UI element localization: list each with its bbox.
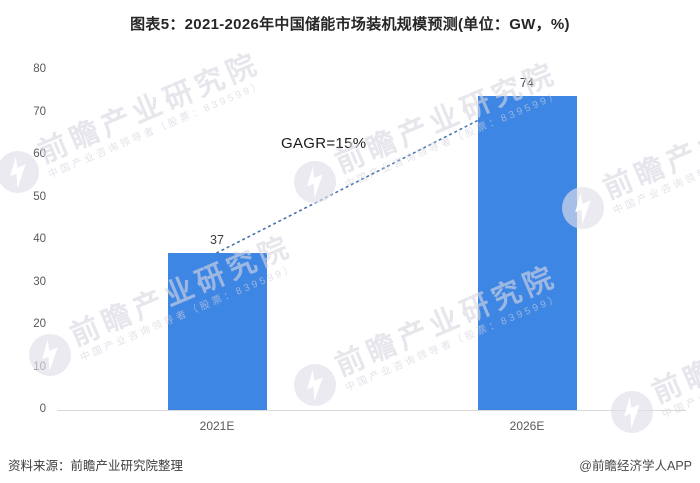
chart-title: 图表5：2021-2026年中国储能市场装机规模预测(单位：GW，%): [130, 16, 570, 33]
x-tick-label: 2026E: [509, 419, 545, 433]
y-tick-label: 30: [33, 275, 46, 288]
y-tick-label: 0: [39, 403, 46, 415]
bar-value-label: 74: [520, 75, 534, 90]
credit-note: @前瞻经济学人APP: [579, 459, 692, 473]
x-axis-line: [57, 410, 686, 411]
bar-2026E: [477, 95, 577, 410]
cagr-annotation: GAGR=15%: [281, 135, 367, 152]
y-tick-label: 70: [33, 105, 46, 118]
bar-value-label: 37: [210, 232, 224, 247]
y-tick-label: 50: [33, 190, 46, 203]
source-note: 资料来源：前瞻产业研究院整理: [8, 459, 184, 473]
x-tick-label: 2021E: [199, 419, 235, 433]
y-tick-label: 80: [33, 63, 46, 75]
y-tick-label: 40: [33, 233, 46, 245]
bar-2021E: [167, 252, 267, 410]
y-tick-label: 20: [33, 318, 46, 330]
